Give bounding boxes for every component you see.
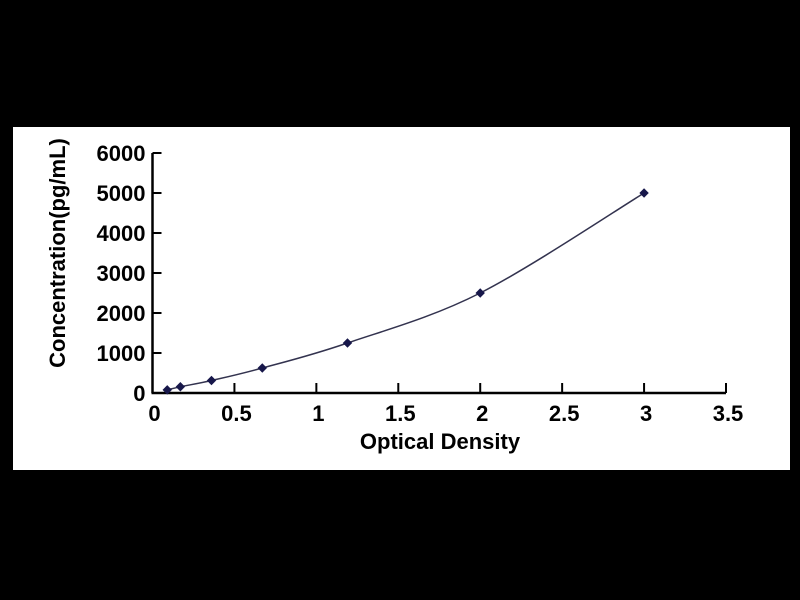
data-point-marker: [257, 363, 267, 373]
data-point-marker: [342, 338, 353, 348]
x-tick-label: 3.5: [713, 401, 744, 426]
y-tick-label: 0: [133, 381, 145, 406]
x-tick-label: 2: [476, 401, 488, 426]
data-point-marker: [475, 288, 485, 298]
curve-path: [167, 192, 645, 391]
y-tick-label: 3000: [97, 261, 146, 286]
y-tick-label: 2000: [97, 301, 146, 326]
y-tick-label: 5000: [97, 181, 146, 206]
x-tick-label: 2.5: [549, 401, 580, 426]
x-axis-title: Optical Density: [359, 429, 521, 454]
x-tick-label: 1.5: [385, 401, 416, 426]
x-tick-label: 0: [148, 401, 160, 426]
data-point-marker: [175, 382, 186, 392]
x-tick-label: 3: [640, 401, 652, 426]
x-tick-label: 1: [312, 401, 324, 426]
data-point-marker: [639, 188, 649, 198]
x-tick-label: 0.5: [221, 401, 252, 426]
data-point-marker: [206, 375, 217, 386]
y-tick-label: 1000: [97, 341, 146, 366]
data-point-marker: [162, 385, 172, 395]
chart-panel: [10, 124, 793, 473]
y-axis-title: Concentration(pg/mL): [45, 138, 70, 368]
y-tick-label: 4000: [97, 221, 146, 246]
y-tick-label: 6000: [97, 141, 146, 166]
